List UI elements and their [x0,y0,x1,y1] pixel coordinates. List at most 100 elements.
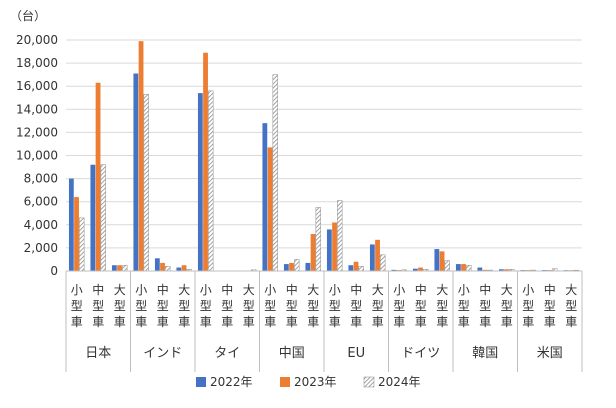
x-category-label: 車 [307,315,319,329]
x-category-label: 型 [565,299,577,313]
x-group-label: タイ [214,346,240,361]
bar [176,267,182,271]
bar [332,222,337,271]
bar [326,229,332,271]
x-category-label: 車 [436,315,448,329]
x-category-label: 型 [307,299,319,313]
x-category-label: 中 [350,282,362,297]
x-category-label: 型 [522,299,534,313]
x-category-label: 型 [393,299,405,313]
y-tick-label: 0 [50,264,58,278]
x-category-label: 車 [71,315,83,329]
x-category-label: 大 [243,283,255,297]
x-category-label: 型 [71,299,83,313]
y-unit-label: （台） [10,8,46,23]
bar [305,262,311,271]
x-category-label: 型 [221,299,233,313]
x-category-label: 中 [544,282,556,297]
x-category-label: 小 [522,283,534,297]
x-category-label: 車 [479,315,491,329]
x-category-label: 小 [264,283,276,297]
x-category-label: 車 [415,315,427,329]
bar [504,269,509,271]
x-category-label: 車 [544,315,556,329]
x-category-label: 型 [264,299,276,313]
bar [267,147,273,271]
bar [154,258,160,271]
x-category-label: 車 [286,315,298,329]
bar [68,178,74,271]
x-category-label: 車 [200,315,212,329]
x-category-label: 型 [135,299,147,313]
x-category-label: 大 [436,283,448,297]
bar [461,264,466,271]
x-category-label: 型 [350,299,362,313]
x-category-label: 車 [135,315,147,329]
x-category-label: 車 [501,315,513,329]
x-category-label: 車 [458,315,470,329]
bar [272,74,278,272]
x-category-label: 小 [458,283,470,297]
x-category-label: 小 [71,283,83,297]
bar [418,267,423,271]
x-category-label: 車 [350,315,362,329]
bar [160,262,165,271]
bar [353,261,359,271]
bar [391,269,397,271]
x-category-label: 中 [286,282,298,297]
x-category-label: 車 [178,315,190,329]
bar [289,262,294,271]
bar [138,41,144,271]
x-category-label: 小 [135,283,147,297]
x-category-label: 小 [329,283,341,297]
bar [283,264,289,271]
x-category-label: 型 [501,299,513,313]
x-category-label: 小 [393,283,405,297]
x-category-label: 車 [565,315,577,329]
x-category-label: 型 [415,299,427,313]
x-category-label: 小 [200,283,212,297]
legend-swatch [363,376,375,388]
x-category-label: 車 [372,315,384,329]
y-tick-label: 4,000 [24,218,58,232]
bar [203,52,208,272]
x-group-label: EU [347,346,365,361]
bar [117,265,122,271]
x-group-label: 中国 [279,346,305,361]
legend-label: 2024年 [378,375,421,389]
x-group-label: 日本 [85,346,111,361]
x-category-label: 大 [372,283,384,297]
x-category-label: 型 [479,299,491,313]
x-category-label: 中 [92,282,104,297]
bar [208,90,214,272]
bar [181,265,187,271]
bar [262,123,268,271]
x-category-label: 中 [221,282,233,297]
bar [310,234,316,271]
x-category-label: 大 [565,283,577,297]
x-category-label: 大 [307,283,319,297]
bar [90,164,96,271]
x-category-label: 車 [243,315,255,329]
bar [133,73,139,271]
y-tick-label: 6,000 [24,195,58,209]
bar [466,264,472,272]
y-tick-label: 18,000 [16,56,58,70]
y-tick-label: 10,000 [16,149,58,163]
x-category-label: 中 [157,282,169,297]
bar [358,266,364,272]
x-category-label: 車 [393,315,405,329]
bar [79,217,85,272]
legend: 2022年 2023年 2024年 [196,375,421,389]
gridlines [66,39,582,249]
bar [197,93,203,271]
y-tick-label: 2,000 [24,241,58,255]
bar [434,249,440,271]
x-category-label: 型 [200,299,212,313]
x-category-label: 車 [221,315,233,329]
y-tick-label: 8,000 [24,172,58,186]
bar [337,200,343,272]
bar [482,269,488,271]
y-tick-label: 20,000 [16,33,58,47]
bar [348,265,354,271]
